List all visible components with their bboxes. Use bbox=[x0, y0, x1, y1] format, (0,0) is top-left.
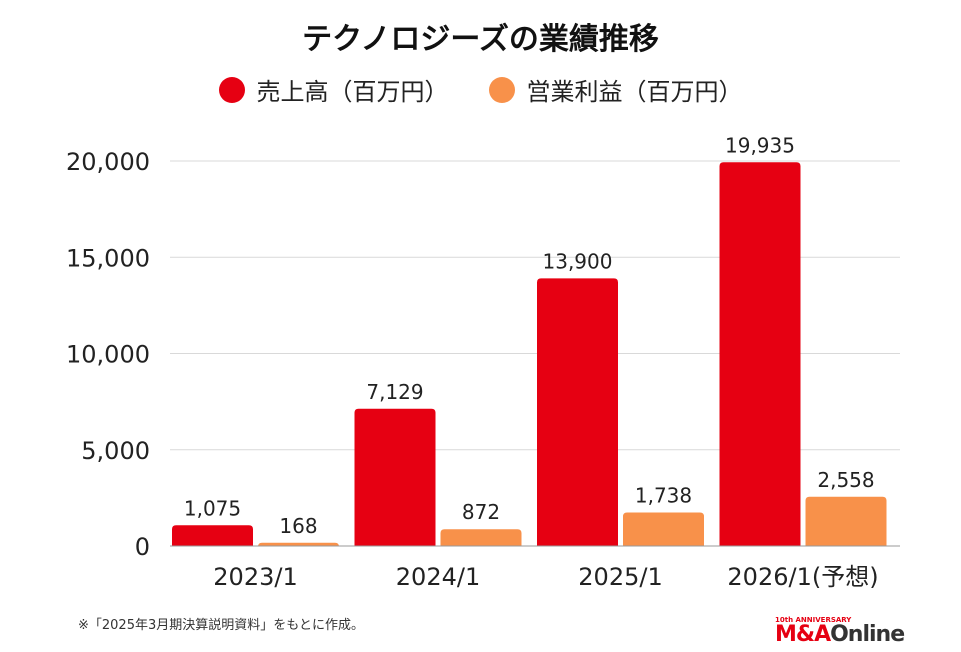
chart-title: テクノロジーズの業績推移 bbox=[302, 22, 659, 57]
legend: 売上高（百万円） 営業利益（百万円） bbox=[0, 72, 961, 107]
bar-sales bbox=[172, 525, 253, 546]
x-tick-label: 2025/1 bbox=[578, 563, 662, 591]
logo-anniversary: 10th ANNIVERSARY bbox=[775, 616, 852, 624]
data-label: 168 bbox=[279, 514, 317, 538]
bar-profit bbox=[440, 529, 522, 546]
y-tick-label: 10,000 bbox=[66, 341, 150, 369]
legend-label-sales: 売上高（百万円） bbox=[256, 78, 449, 106]
bar-profit bbox=[805, 496, 887, 546]
footnote: ※「2025年3月期決算説明資料」をもとに作成。 bbox=[78, 618, 364, 633]
bar-sales bbox=[719, 162, 801, 546]
legend-label-profit: 営業利益（百万円） bbox=[526, 78, 743, 106]
bar-sales bbox=[354, 408, 436, 546]
data-label: 19,935 bbox=[725, 133, 795, 157]
bar-profit bbox=[623, 512, 704, 546]
legend-swatch-profit bbox=[488, 76, 515, 103]
y-tick-label: 0 bbox=[135, 533, 150, 561]
logo: 10th ANNIVERSARY M&AOnline bbox=[775, 616, 905, 646]
data-label: 7,129 bbox=[366, 380, 423, 404]
x-tick-label: 2024/1 bbox=[396, 563, 480, 591]
logo-brand-b: Online bbox=[830, 622, 905, 647]
legend-swatch-sales bbox=[218, 76, 245, 103]
x-tick-label: 2026/1(予想) bbox=[727, 563, 878, 591]
data-label: 1,075 bbox=[184, 496, 241, 520]
legend-item-sales: 売上高（百万円） bbox=[218, 72, 449, 107]
bar-sales bbox=[537, 278, 618, 546]
y-tick-label: 15,000 bbox=[66, 244, 150, 272]
data-label: 1,738 bbox=[635, 484, 692, 508]
data-label: 13,900 bbox=[543, 249, 613, 273]
logo-brand: M&AOnline bbox=[775, 624, 905, 646]
logo-brand-a: M&A bbox=[775, 622, 831, 647]
y-tick-label: 5,000 bbox=[81, 437, 150, 465]
y-tick-label: 20,000 bbox=[66, 148, 150, 176]
x-tick-label: 2023/1 bbox=[213, 563, 297, 591]
data-label: 872 bbox=[462, 500, 500, 524]
legend-item-profit: 営業利益（百万円） bbox=[488, 72, 743, 107]
data-label: 2,558 bbox=[817, 468, 874, 492]
